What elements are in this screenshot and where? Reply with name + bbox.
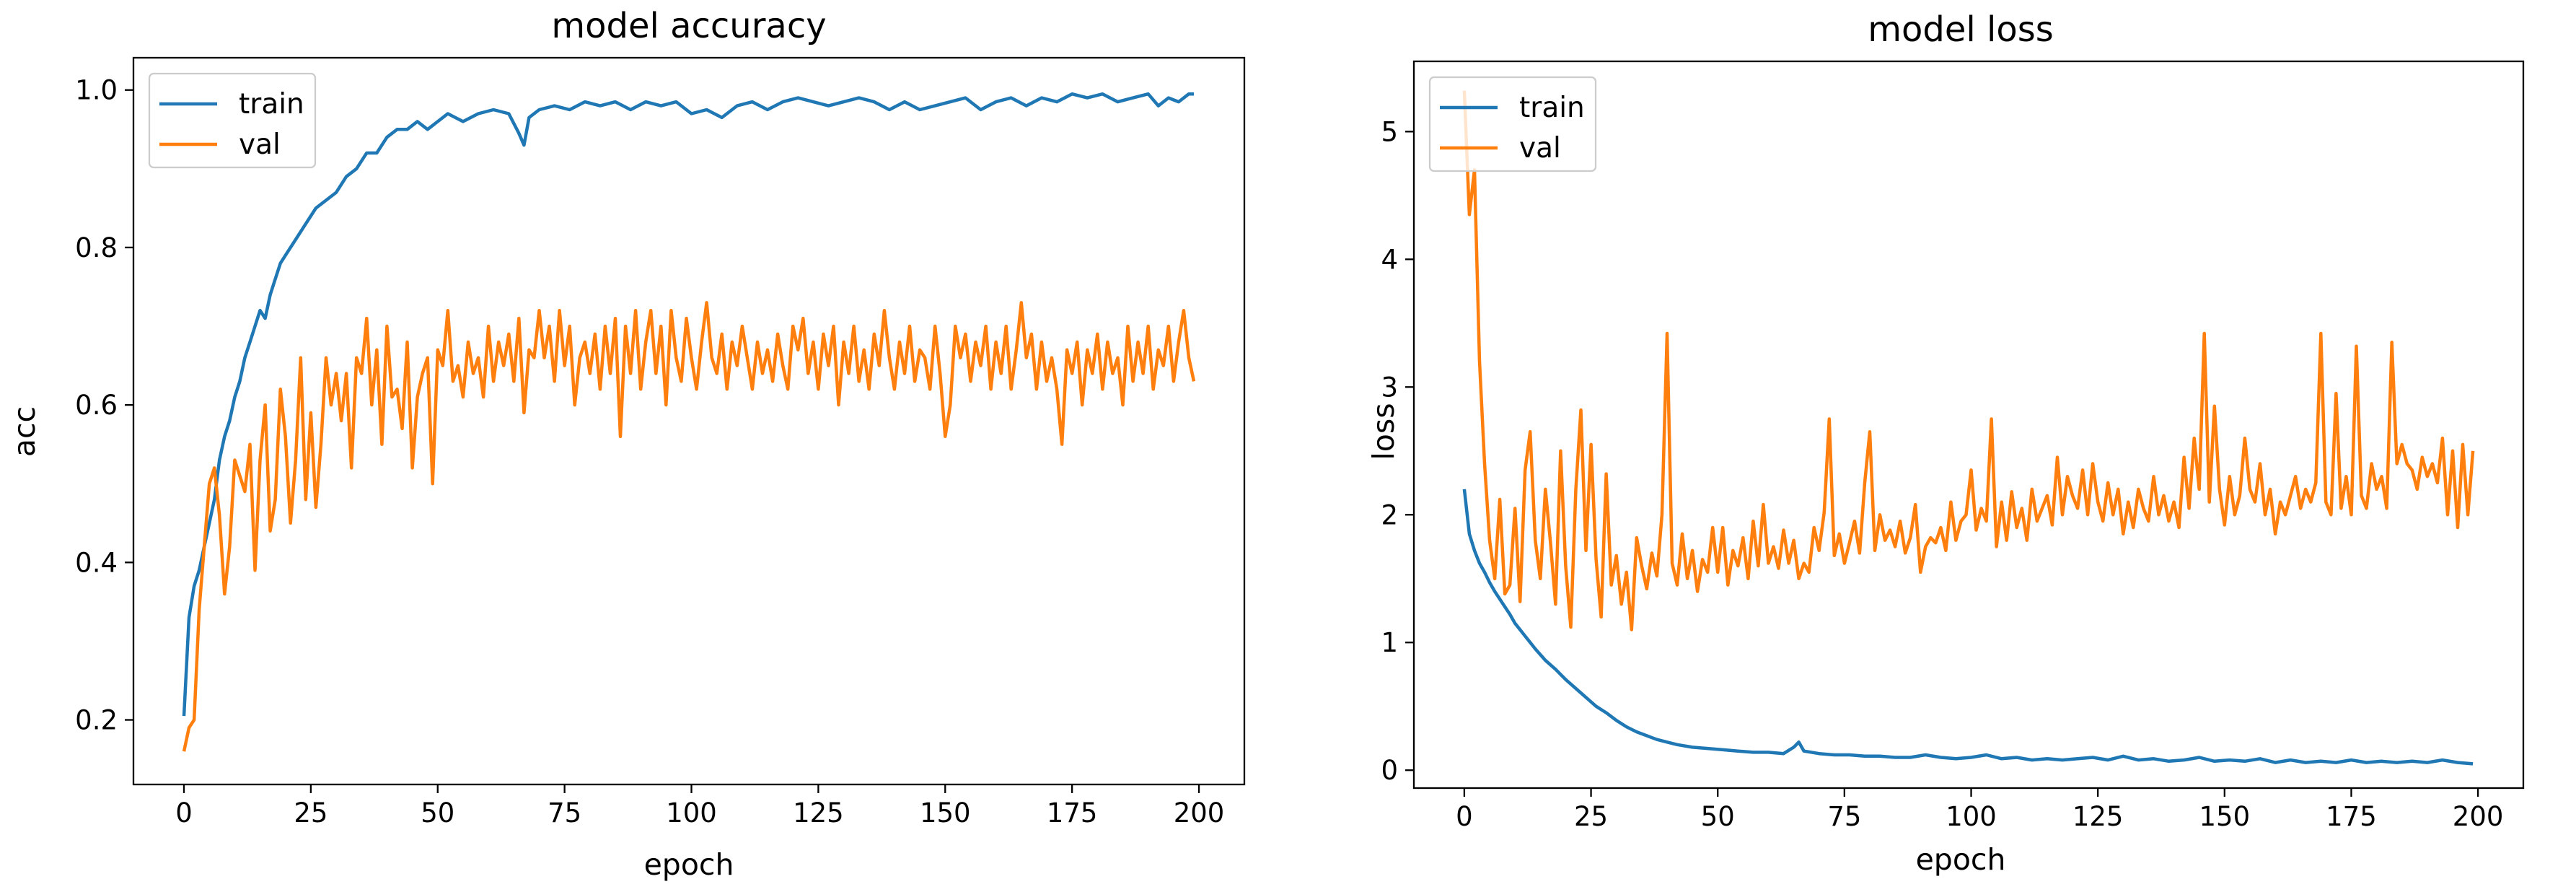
- accuracy-y-axis-label: acc: [7, 406, 42, 457]
- loss-x-tick-label: 50: [1701, 801, 1735, 832]
- accuracy-x-axis-label: epoch: [644, 847, 734, 882]
- accuracy-x-tick-label: 100: [666, 797, 717, 828]
- accuracy-series-train-line: [182, 92, 1194, 717]
- loss-plot-area: 0 25 50 75 100 125 150 175 200 0 1 2 3 4 5 train val: [1381, 60, 2525, 832]
- accuracy-plot-area: 0 25 50 75 100 125 150 175 200 0.2 0.4 0.6 0.8 1.0 tra…: [75, 56, 1246, 828]
- loss-y-tick-label: 0: [1381, 755, 1398, 786]
- loss-x-tick-label: 150: [2199, 801, 2251, 832]
- loss-series-val-line: [1462, 90, 2475, 631]
- loss-y-tick-label: 1: [1381, 627, 1398, 658]
- loss-series-train-line: [1462, 489, 2474, 766]
- loss-series-group: [1462, 90, 2475, 766]
- accuracy-y-tick-label: 0.2: [75, 705, 118, 736]
- accuracy-x-tick-label: 75: [548, 797, 581, 828]
- accuracy-x-tick-label: 125: [793, 797, 844, 828]
- accuracy-axes-frame: [132, 56, 1246, 786]
- accuracy-y-tick-label: 1.0: [75, 75, 118, 106]
- accuracy-x-tick-label: 50: [421, 797, 454, 828]
- accuracy-x-tick-label: 150: [920, 797, 971, 828]
- accuracy-series-val-line: [182, 301, 1196, 752]
- loss-plot: model loss epoch loss 0 25 50 75 100 125 150 17…: [1366, 9, 2525, 877]
- loss-y-tick-label: 5: [1381, 116, 1398, 147]
- loss-y-tick-label: 3: [1381, 372, 1398, 403]
- accuracy-series-group: [182, 92, 1196, 752]
- accuracy-x-tick-label: 200: [1174, 797, 1225, 828]
- loss-axes-frame: [1412, 60, 2525, 790]
- accuracy-legend: train val: [148, 72, 317, 169]
- accuracy-legend-train-label: train: [239, 88, 304, 121]
- accuracy-x-tick-label: 0: [175, 797, 193, 828]
- loss-x-tick-label: 125: [2072, 801, 2124, 832]
- loss-x-tick-label: 100: [1946, 801, 1997, 832]
- accuracy-plot: model accuracy epoch acc 0 25 50 75 100 125 15…: [7, 6, 1246, 882]
- accuracy-y-tick-label: 0.4: [75, 547, 118, 578]
- accuracy-title: model accuracy: [551, 6, 826, 46]
- loss-x-tick-label: 175: [2326, 801, 2377, 832]
- loss-y-axis-label: loss: [1366, 403, 1401, 460]
- accuracy-x-tick-label: 175: [1047, 797, 1098, 828]
- accuracy-x-tick-label: 25: [294, 797, 328, 828]
- accuracy-legend-val-label: val: [239, 128, 281, 161]
- loss-legend: train val: [1428, 76, 1597, 172]
- loss-title: model loss: [1868, 9, 2053, 50]
- loss-x-tick-label: 200: [2453, 801, 2504, 832]
- loss-y-tick-label: 4: [1381, 244, 1398, 275]
- accuracy-y-tick-label: 0.6: [75, 390, 118, 421]
- loss-legend-val-label: val: [1519, 132, 1561, 165]
- loss-x-tick-label: 75: [1827, 801, 1861, 832]
- loss-y-tick-label: 2: [1381, 499, 1398, 530]
- accuracy-y-tick-label: 0.8: [75, 232, 118, 263]
- loss-x-tick-label: 25: [1574, 801, 1608, 832]
- loss-x-tick-label: 0: [1456, 801, 1473, 832]
- loss-x-axis-label: epoch: [1916, 842, 2006, 877]
- loss-legend-train-label: train: [1519, 92, 1585, 124]
